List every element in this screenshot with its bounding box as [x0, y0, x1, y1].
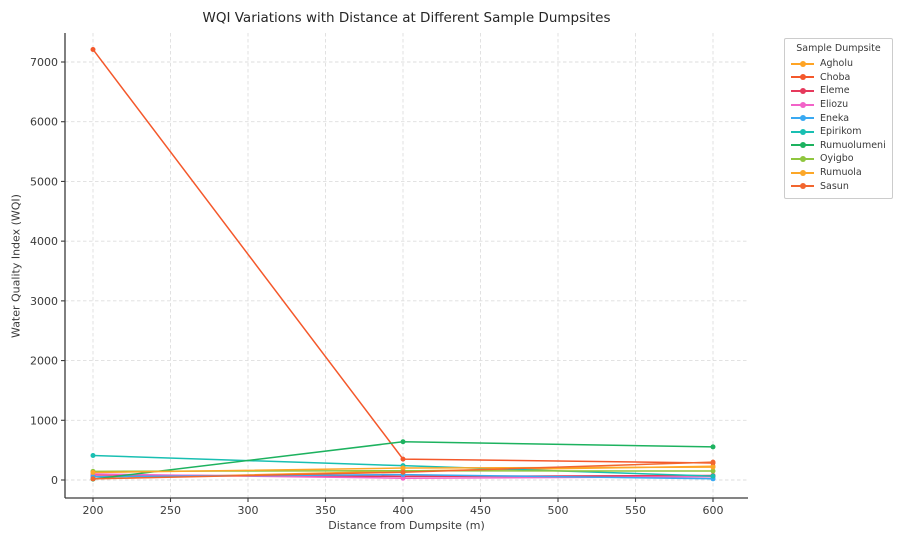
- series-marker-oyigbo: [710, 468, 716, 474]
- series-marker-eliozu: [400, 475, 406, 481]
- series-marker-sasun: [710, 459, 716, 465]
- x-tick-label: 200: [83, 504, 104, 517]
- y-tick-label: 1000: [30, 414, 58, 427]
- legend-swatch-icon: [791, 128, 814, 136]
- y-tick-label: 6000: [30, 116, 58, 129]
- x-tick-label: 550: [625, 504, 646, 517]
- y-tick-label: 7000: [30, 56, 58, 69]
- series-marker-sasun: [90, 476, 96, 482]
- series-marker-sasun: [400, 469, 406, 475]
- y-tick-label: 2000: [30, 355, 58, 368]
- series-marker-epirikom: [90, 453, 96, 459]
- legend-swatch-icon: [791, 60, 814, 68]
- legend-item-eneka: Eneka: [791, 111, 886, 125]
- legend-label: Sasun: [820, 180, 849, 192]
- x-tick-label: 600: [703, 504, 724, 517]
- series-marker-rumuola: [90, 470, 96, 476]
- legend-label: Epirikom: [820, 126, 862, 138]
- legend-swatch-icon: [791, 169, 814, 177]
- series-marker-rumuolumeni: [710, 444, 716, 450]
- legend-label: Rumuola: [820, 167, 862, 179]
- data-series: [90, 46, 716, 482]
- x-tick-label: 450: [470, 504, 491, 517]
- legend-label: Eleme: [820, 85, 850, 97]
- axis-ticks: [61, 61, 714, 502]
- y-tick-label: 0: [51, 474, 58, 487]
- series-marker-rumuola: [400, 465, 406, 471]
- y-tick-label: 5000: [30, 175, 58, 188]
- x-tick-label: 500: [548, 504, 569, 517]
- x-tick-label: 300: [238, 504, 259, 517]
- legend-label: Choba: [820, 71, 851, 83]
- series-marker-epirikom: [710, 473, 716, 479]
- gridlines: [65, 33, 748, 498]
- legend-swatch-icon: [791, 87, 814, 95]
- legend-item-eleme: Eleme: [791, 84, 886, 98]
- legend-swatch-icon: [791, 101, 814, 109]
- series-marker-choba: [90, 46, 96, 52]
- x-tick-label: 400: [393, 504, 414, 517]
- series-marker-rumuolumeni: [400, 439, 406, 445]
- y-axis-label: Water Quality Index (WQI): [9, 194, 23, 338]
- series-marker-rumuola: [710, 464, 716, 470]
- axes-spines: [64, 33, 748, 499]
- legend-item-epirikom: Epirikom: [791, 125, 886, 139]
- y-tick-label: 3000: [30, 295, 58, 308]
- legend-label: Eneka: [820, 112, 850, 124]
- axis-tick-labels: 200 250 300 350 400 450 500 550 6000100020003000…: [30, 56, 724, 517]
- legend-swatch-icon: [791, 141, 814, 149]
- x-axis-label: Distance from Dumpsite (m): [328, 519, 485, 532]
- x-tick-label: 250: [160, 504, 181, 517]
- legend-items: Agholu Choba Eleme Eliozu Eneka Epirikom Rumuo…: [791, 57, 886, 193]
- legend-swatch-icon: [791, 182, 814, 190]
- legend-label: Oyigbo: [820, 153, 854, 165]
- legend-item-rumuola: Rumuola: [791, 166, 886, 180]
- legend-label: Agholu: [820, 58, 854, 70]
- legend-item-rumuolumeni: Rumuolumeni: [791, 139, 886, 153]
- y-tick-label: 4000: [30, 235, 58, 248]
- legend-swatch-icon: [791, 73, 814, 81]
- legend-swatch-icon: [791, 155, 814, 163]
- legend-item-eliozu: Eliozu: [791, 98, 886, 112]
- legend-item-agholu: Agholu: [791, 57, 886, 71]
- legend-item-oyigbo: Oyigbo: [791, 152, 886, 166]
- legend-label: Eliozu: [820, 99, 849, 111]
- legend-item-sasun: Sasun: [791, 179, 886, 193]
- legend-title: Sample Dumpsite: [796, 43, 881, 54]
- legend: Sample Dumpsite Agholu Choba Eleme Eliozu En…: [784, 38, 893, 199]
- x-tick-label: 350: [315, 504, 336, 517]
- series-marker-choba: [400, 456, 406, 462]
- legend-label: Rumuolumeni: [820, 139, 886, 151]
- legend-item-choba: Choba: [791, 71, 886, 85]
- legend-swatch-icon: [791, 114, 814, 122]
- chart-title: WQI Variations with Distance at Differen…: [202, 10, 611, 26]
